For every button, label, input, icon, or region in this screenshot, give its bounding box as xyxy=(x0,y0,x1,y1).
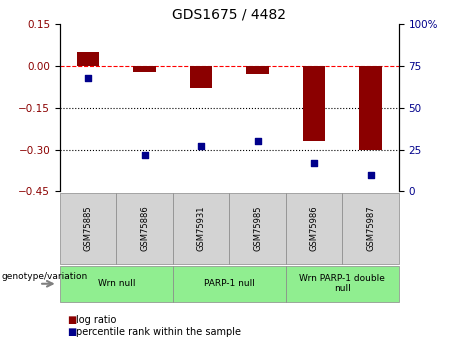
Point xyxy=(254,138,261,144)
Text: Wrn null: Wrn null xyxy=(98,279,135,288)
Bar xyxy=(190,66,213,88)
Text: log ratio: log ratio xyxy=(76,315,117,325)
Bar xyxy=(133,66,156,71)
Point xyxy=(197,144,205,149)
Text: Wrn PARP-1 double
null: Wrn PARP-1 double null xyxy=(299,274,385,294)
Text: ■: ■ xyxy=(67,315,76,325)
Bar xyxy=(77,52,100,66)
Bar xyxy=(246,66,269,75)
Title: GDS1675 / 4482: GDS1675 / 4482 xyxy=(172,8,286,22)
Text: percentile rank within the sample: percentile rank within the sample xyxy=(76,327,241,337)
Text: GSM75885: GSM75885 xyxy=(83,206,93,252)
Bar xyxy=(359,66,382,150)
Text: genotype/variation: genotype/variation xyxy=(1,272,88,282)
Text: GSM75886: GSM75886 xyxy=(140,206,149,252)
Point xyxy=(84,75,92,80)
Point xyxy=(141,152,148,157)
Point xyxy=(310,160,318,166)
Text: GSM75986: GSM75986 xyxy=(309,206,319,252)
Point xyxy=(367,172,374,177)
Text: GSM75987: GSM75987 xyxy=(366,206,375,252)
Bar xyxy=(303,66,325,141)
Text: ■: ■ xyxy=(67,327,76,337)
Text: PARP-1 null: PARP-1 null xyxy=(204,279,255,288)
Text: GSM75931: GSM75931 xyxy=(196,206,206,251)
Text: GSM75985: GSM75985 xyxy=(253,206,262,251)
